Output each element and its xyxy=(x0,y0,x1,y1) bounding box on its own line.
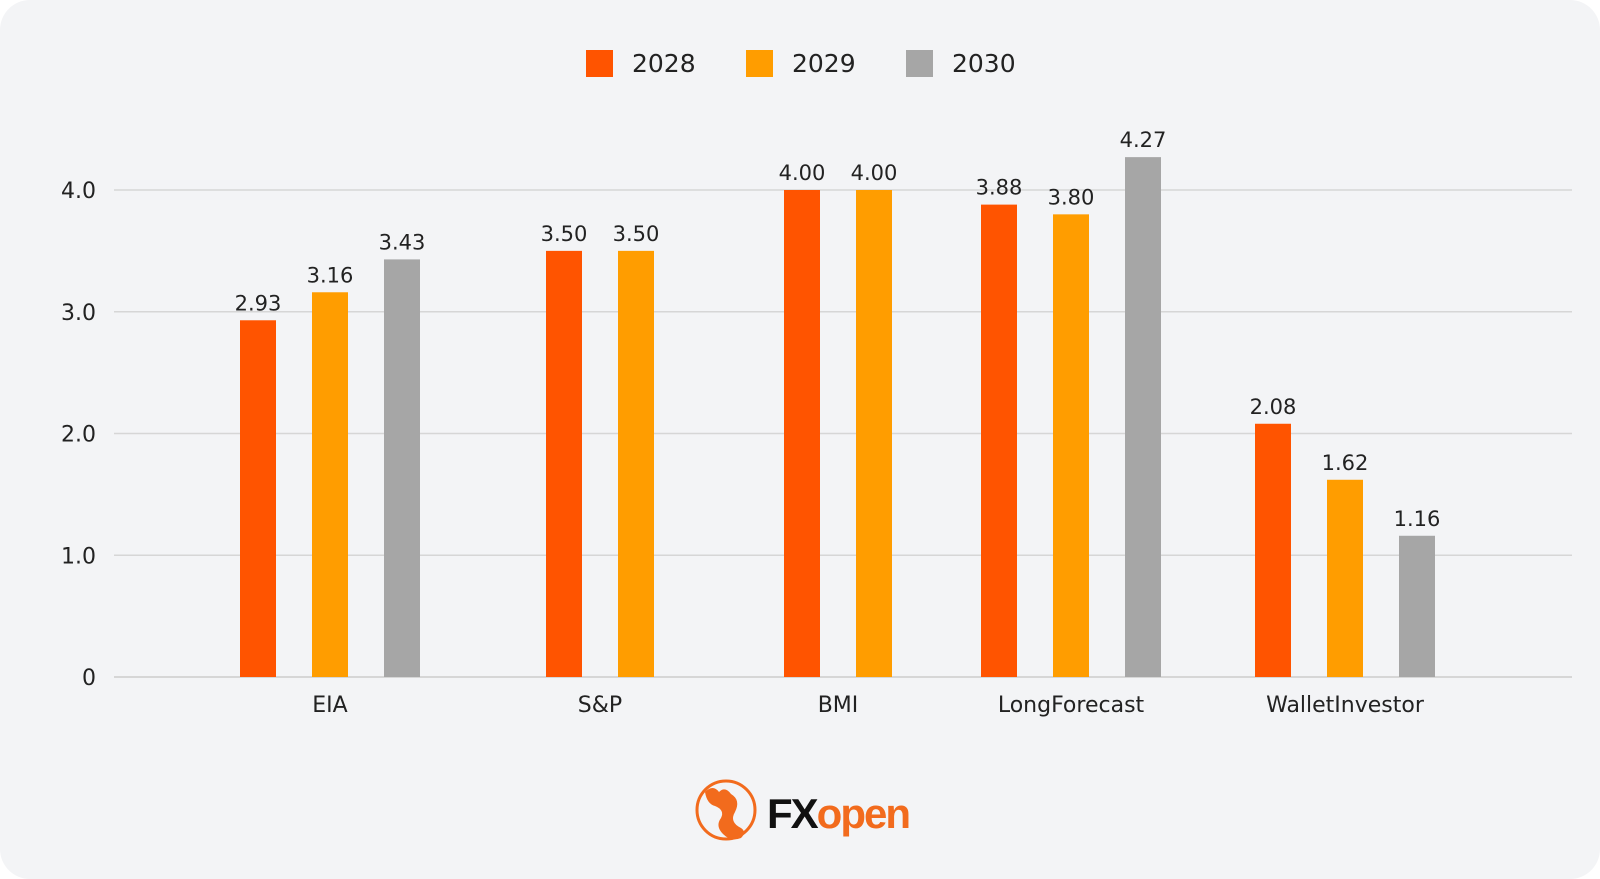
bar-2030-longforecast xyxy=(1125,157,1161,677)
data-label: 3.16 xyxy=(307,263,354,287)
bar-2029-walletinvestor xyxy=(1327,479,1363,677)
bar-2028-bmi xyxy=(784,190,820,677)
x-tick-label: BMI xyxy=(818,693,859,718)
x-tick-label: EIA xyxy=(312,693,347,718)
y-tick-label: 3.0 xyxy=(61,301,96,326)
data-label: 3.80 xyxy=(1048,185,1095,209)
legend-item-2030: 2030 xyxy=(906,49,1016,78)
y-tick-label: 0 xyxy=(82,666,96,691)
bar-2028-sp xyxy=(546,250,582,677)
data-label: 2.08 xyxy=(1250,395,1297,419)
legend-swatch xyxy=(906,50,933,77)
svg-text:FXopen: FXopen xyxy=(767,790,909,837)
data-label: 4.00 xyxy=(779,161,826,185)
logo-text-fx: FX xyxy=(767,790,819,837)
y-tick-label: 4.0 xyxy=(61,179,96,204)
legend-swatch xyxy=(746,50,773,77)
logo-text-open: open xyxy=(817,790,910,837)
data-label: 4.00 xyxy=(851,161,898,185)
legend-item-2029: 2029 xyxy=(746,49,856,78)
x-tick-label: S&P xyxy=(578,693,622,718)
bull-emblem-shape xyxy=(705,788,744,840)
bar-2030-walletinvestor xyxy=(1399,535,1435,677)
legend-label: 2028 xyxy=(632,49,696,78)
data-label: 3.50 xyxy=(541,222,588,246)
y-tick-label: 2.0 xyxy=(61,423,96,448)
legend-swatch xyxy=(586,50,613,77)
bar-2028-eia xyxy=(240,320,276,677)
data-label: 3.88 xyxy=(976,176,1023,200)
bar-2028-longforecast xyxy=(981,204,1017,678)
fxopen-logo: FXopen xyxy=(695,779,911,841)
legend-label: 2029 xyxy=(792,49,856,78)
data-label: 1.62 xyxy=(1322,451,1369,475)
data-label: 3.50 xyxy=(613,222,660,246)
data-label: 4.27 xyxy=(1120,128,1167,152)
y-tick-label: 1.0 xyxy=(61,544,96,569)
bar-2029-bmi xyxy=(856,190,892,677)
bar-2028-walletinvestor xyxy=(1255,423,1291,677)
bar-2029-longforecast xyxy=(1053,214,1089,677)
bar-2029-sp xyxy=(618,250,654,677)
bar-2030-eia xyxy=(384,259,420,677)
data-label: 3.43 xyxy=(379,230,426,254)
data-label: 2.93 xyxy=(235,291,282,315)
x-tick-label: LongForecast xyxy=(998,693,1145,718)
bar-2029-eia xyxy=(312,292,348,677)
legend-label: 2030 xyxy=(952,49,1016,78)
bull-emblem-icon xyxy=(695,779,757,841)
x-tick-label: WalletInvestor xyxy=(1266,693,1425,718)
legend-item-2028: 2028 xyxy=(586,49,696,78)
data-label: 1.16 xyxy=(1394,507,1441,531)
